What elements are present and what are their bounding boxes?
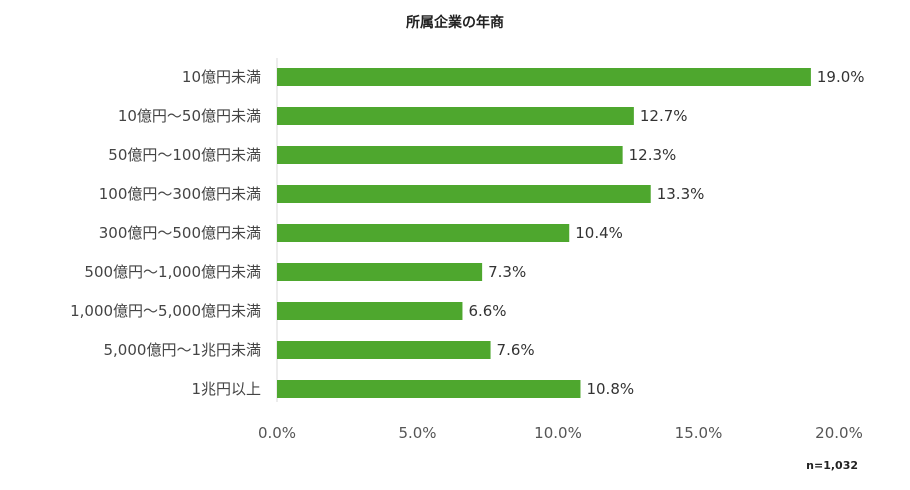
bar <box>277 107 634 125</box>
bar <box>277 185 651 203</box>
bar-value-label: 7.3% <box>488 263 526 281</box>
category-labels: 10億円未満 10億円～50億円未満 50億円～100億円未満 100億円～300億円… <box>70 68 261 398</box>
bar-value-label: 10.8% <box>586 380 634 398</box>
bar-value-label: 10.4% <box>575 224 623 242</box>
bar-value-label: 6.6% <box>468 302 506 320</box>
category-label: 300億円～500億円未満 <box>99 224 261 242</box>
chart-title: 所属企業の年商 <box>406 14 504 31</box>
sample-size-note: n=1,032 <box>806 459 858 472</box>
bar-value-label: 7.6% <box>497 341 535 359</box>
x-tick-label: 5.0% <box>398 424 436 442</box>
category-label: 1兆円以上 <box>191 380 261 398</box>
bar-value-label: 13.3% <box>657 185 705 203</box>
category-label: 100億円～300億円未満 <box>99 185 261 203</box>
bar-value-label: 12.7% <box>640 107 688 125</box>
category-label: 1,000億円～5,000億円未満 <box>70 302 261 320</box>
bar <box>277 68 811 86</box>
x-tick-label: 10.0% <box>534 424 582 442</box>
bar <box>277 263 483 281</box>
category-label: 10億円未満 <box>182 68 261 86</box>
category-label: 50億円～100億円未満 <box>108 146 261 164</box>
bar <box>277 302 463 320</box>
bars <box>277 68 811 398</box>
x-tick-label: 20.0% <box>815 424 863 442</box>
bar-value-label: 19.0% <box>817 68 865 86</box>
category-label: 5,000億円～1兆円未満 <box>104 341 262 359</box>
bar <box>277 146 623 164</box>
x-axis-tick-labels: 0.0% 5.0% 10.0% 15.0% 20.0% <box>258 424 863 442</box>
bar <box>277 341 491 359</box>
bar <box>277 224 570 242</box>
category-label: 500億円～1,000億円未満 <box>84 263 261 281</box>
bar <box>277 380 581 398</box>
x-tick-label: 15.0% <box>675 424 723 442</box>
category-label: 10億円～50億円未満 <box>118 107 261 125</box>
x-tick-label: 0.0% <box>258 424 296 442</box>
bar-value-label: 12.3% <box>629 146 677 164</box>
value-labels: 19.0% 12.7% 12.3% 13.3% 10.4% 7.3% 6.6% 7.6% 10.… <box>468 68 864 398</box>
